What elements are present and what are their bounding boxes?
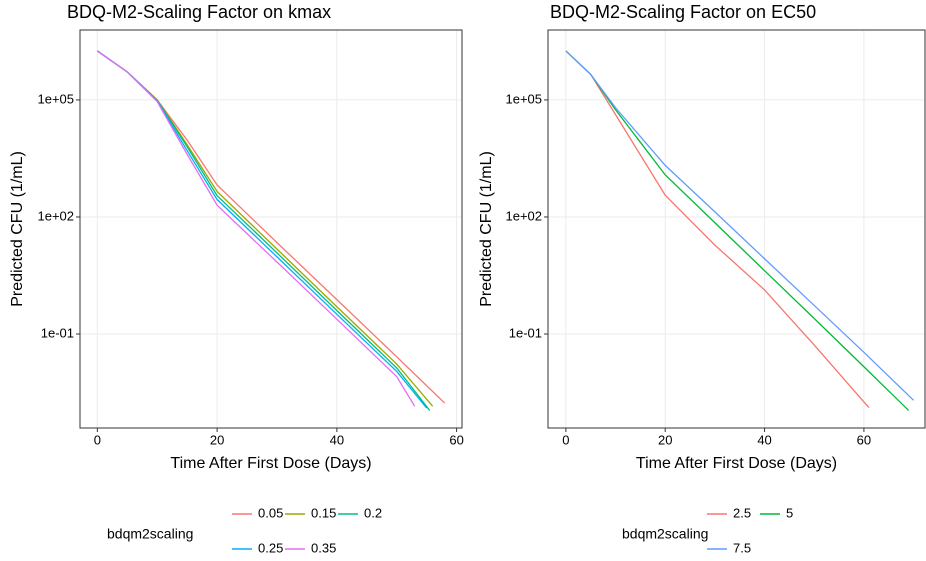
legend-title: bdqm2scaling: [622, 526, 708, 542]
y-tick-label: 1e+02: [505, 208, 542, 223]
panel: [80, 30, 462, 428]
legend-title: bdqm2scaling: [107, 526, 193, 542]
x-tick-label: 0: [562, 432, 569, 447]
x-axis-title: Time After First Dose (Days): [636, 455, 837, 472]
y-tick-label: 1e+05: [37, 91, 74, 106]
line-series: [96, 50, 416, 407]
y-tick-label: 1e-01: [509, 325, 542, 340]
x-tick-label: 40: [330, 432, 344, 447]
x-tick-label: 20: [210, 432, 224, 447]
legend-label: 0.25: [258, 540, 283, 555]
chart-title: BDQ-M2-Scaling Factor on EC50: [550, 2, 816, 22]
legend-label: 0.2: [364, 505, 382, 520]
legend-label: 0.15: [311, 505, 336, 520]
x-tick-label: 0: [94, 432, 101, 447]
line-series: [565, 50, 915, 401]
panel: [548, 30, 925, 428]
legend-label: 2.5: [733, 505, 751, 520]
y-tick-label: 1e+02: [37, 208, 74, 223]
y-tick-label: 1e+05: [505, 91, 542, 106]
x-tick-label: 40: [757, 432, 771, 447]
chart-title: BDQ-M2-Scaling Factor on kmax: [67, 2, 331, 22]
x-tick-label: 20: [658, 432, 672, 447]
y-axis-title: Predicted CFU (1/mL): [9, 151, 26, 307]
y-axis-title: Predicted CFU (1/mL): [478, 151, 495, 307]
legend-label: 5: [786, 505, 793, 520]
x-tick-label: 60: [449, 432, 463, 447]
legend-label: 0.35: [311, 540, 336, 555]
legend-label: 0.05: [258, 505, 283, 520]
panel-border: [547, 29, 926, 429]
panel-border: [79, 29, 463, 429]
y-tick-label: 1e-01: [41, 325, 74, 340]
legend-label: 7.5: [733, 540, 751, 555]
x-tick-label: 60: [857, 432, 871, 447]
x-axis-title: Time After First Dose (Days): [170, 455, 371, 472]
